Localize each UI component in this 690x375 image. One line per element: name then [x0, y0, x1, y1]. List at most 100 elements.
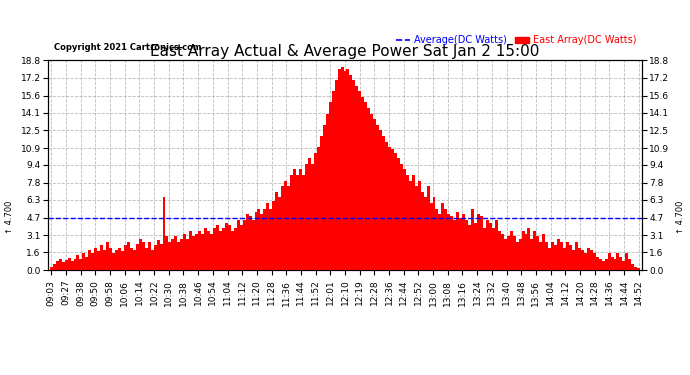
- Bar: [504, 239, 506, 270]
- Bar: [79, 259, 82, 270]
- Bar: [282, 186, 284, 270]
- Bar: [97, 251, 100, 270]
- Bar: [115, 250, 118, 270]
- Bar: [213, 228, 216, 270]
- Bar: [625, 253, 629, 270]
- Bar: [471, 209, 474, 270]
- Bar: [239, 225, 243, 270]
- Bar: [237, 220, 239, 270]
- Bar: [154, 245, 157, 270]
- Bar: [127, 242, 130, 270]
- Bar: [554, 245, 557, 270]
- Bar: [121, 251, 124, 270]
- Bar: [468, 225, 471, 270]
- Bar: [364, 102, 367, 270]
- Bar: [442, 203, 444, 270]
- Bar: [157, 240, 159, 270]
- Bar: [611, 256, 613, 270]
- Bar: [474, 223, 477, 270]
- Bar: [159, 244, 163, 270]
- Bar: [52, 264, 56, 270]
- Bar: [572, 250, 575, 270]
- Bar: [225, 223, 228, 270]
- Bar: [397, 158, 400, 270]
- Bar: [323, 125, 326, 270]
- Bar: [608, 253, 611, 270]
- Bar: [575, 242, 578, 270]
- Bar: [602, 261, 604, 270]
- Bar: [349, 75, 353, 270]
- Bar: [166, 237, 168, 270]
- Bar: [382, 136, 385, 270]
- Bar: [560, 242, 563, 270]
- Bar: [257, 209, 260, 270]
- Bar: [495, 220, 497, 270]
- Bar: [65, 260, 68, 270]
- Bar: [326, 114, 328, 270]
- Bar: [426, 186, 430, 270]
- Bar: [599, 259, 602, 270]
- Bar: [150, 250, 154, 270]
- Bar: [287, 186, 290, 270]
- Bar: [273, 201, 275, 270]
- Bar: [492, 228, 495, 270]
- Bar: [444, 209, 447, 270]
- Bar: [118, 248, 121, 270]
- Bar: [275, 192, 278, 270]
- Bar: [371, 114, 373, 270]
- Bar: [631, 264, 634, 270]
- Bar: [207, 231, 210, 270]
- Bar: [486, 220, 489, 270]
- Bar: [243, 220, 246, 270]
- Bar: [341, 67, 344, 270]
- Bar: [590, 250, 593, 270]
- Bar: [355, 86, 358, 270]
- Bar: [311, 164, 314, 270]
- Bar: [163, 197, 166, 270]
- Bar: [373, 119, 376, 270]
- Bar: [506, 237, 510, 270]
- Bar: [613, 259, 616, 270]
- Bar: [136, 244, 139, 270]
- Bar: [299, 170, 302, 270]
- Bar: [415, 186, 417, 270]
- Bar: [246, 214, 248, 270]
- Bar: [177, 242, 180, 270]
- Bar: [447, 214, 451, 270]
- Bar: [527, 228, 531, 270]
- Bar: [255, 212, 257, 270]
- Bar: [578, 248, 581, 270]
- Bar: [59, 259, 61, 270]
- Bar: [260, 214, 264, 270]
- Bar: [477, 214, 480, 270]
- Bar: [109, 248, 112, 270]
- Bar: [219, 231, 222, 270]
- Bar: [112, 253, 115, 270]
- Bar: [296, 175, 299, 270]
- Bar: [133, 250, 136, 270]
- Bar: [581, 250, 584, 270]
- Bar: [168, 242, 171, 270]
- Bar: [403, 170, 406, 270]
- Bar: [184, 234, 186, 270]
- Bar: [61, 262, 65, 270]
- Bar: [451, 216, 453, 270]
- Bar: [515, 242, 519, 270]
- Bar: [100, 245, 104, 270]
- Bar: [269, 209, 273, 270]
- Bar: [56, 261, 59, 270]
- Bar: [82, 253, 86, 270]
- Bar: [622, 261, 625, 270]
- Bar: [264, 209, 266, 270]
- Bar: [531, 239, 533, 270]
- Bar: [406, 175, 408, 270]
- Bar: [456, 212, 460, 270]
- Bar: [248, 216, 252, 270]
- Bar: [379, 130, 382, 270]
- Bar: [536, 237, 540, 270]
- Bar: [433, 197, 435, 270]
- Bar: [462, 214, 465, 270]
- Bar: [595, 256, 599, 270]
- Bar: [148, 242, 150, 270]
- Bar: [566, 242, 569, 270]
